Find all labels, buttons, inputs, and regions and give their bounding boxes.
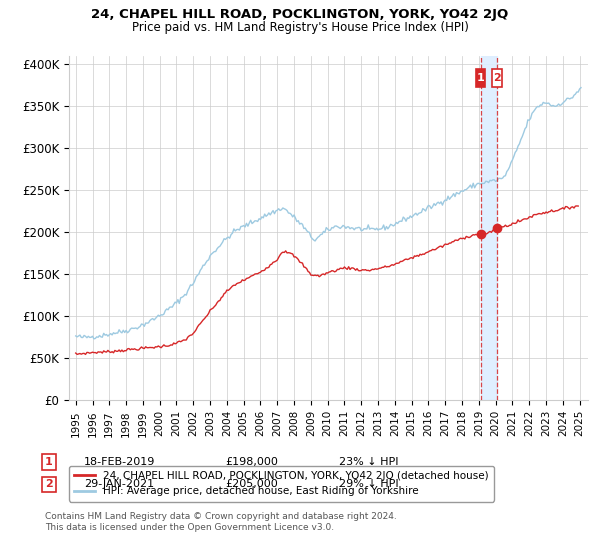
Text: 1: 1 bbox=[45, 457, 53, 467]
Text: 2: 2 bbox=[45, 479, 53, 489]
Text: 29-JAN-2021: 29-JAN-2021 bbox=[84, 479, 154, 489]
Legend: 24, CHAPEL HILL ROAD, POCKLINGTON, YORK, YO42 2JQ (detached house), HPI: Average: 24, CHAPEL HILL ROAD, POCKLINGTON, YORK,… bbox=[69, 466, 494, 502]
FancyBboxPatch shape bbox=[476, 69, 485, 87]
Text: 18-FEB-2019: 18-FEB-2019 bbox=[84, 457, 155, 467]
Text: Contains HM Land Registry data © Crown copyright and database right 2024.
This d: Contains HM Land Registry data © Crown c… bbox=[45, 512, 397, 532]
Text: 2: 2 bbox=[493, 73, 501, 83]
Text: 1: 1 bbox=[477, 73, 485, 83]
Bar bbox=[481, 56, 497, 400]
Text: £198,000: £198,000 bbox=[225, 457, 278, 467]
Text: 24, CHAPEL HILL ROAD, POCKLINGTON, YORK, YO42 2JQ: 24, CHAPEL HILL ROAD, POCKLINGTON, YORK,… bbox=[91, 8, 509, 21]
Text: 29% ↓ HPI: 29% ↓ HPI bbox=[339, 479, 398, 489]
Text: 23% ↓ HPI: 23% ↓ HPI bbox=[339, 457, 398, 467]
Text: Price paid vs. HM Land Registry's House Price Index (HPI): Price paid vs. HM Land Registry's House … bbox=[131, 21, 469, 34]
Text: £205,000: £205,000 bbox=[225, 479, 278, 489]
FancyBboxPatch shape bbox=[493, 69, 502, 87]
